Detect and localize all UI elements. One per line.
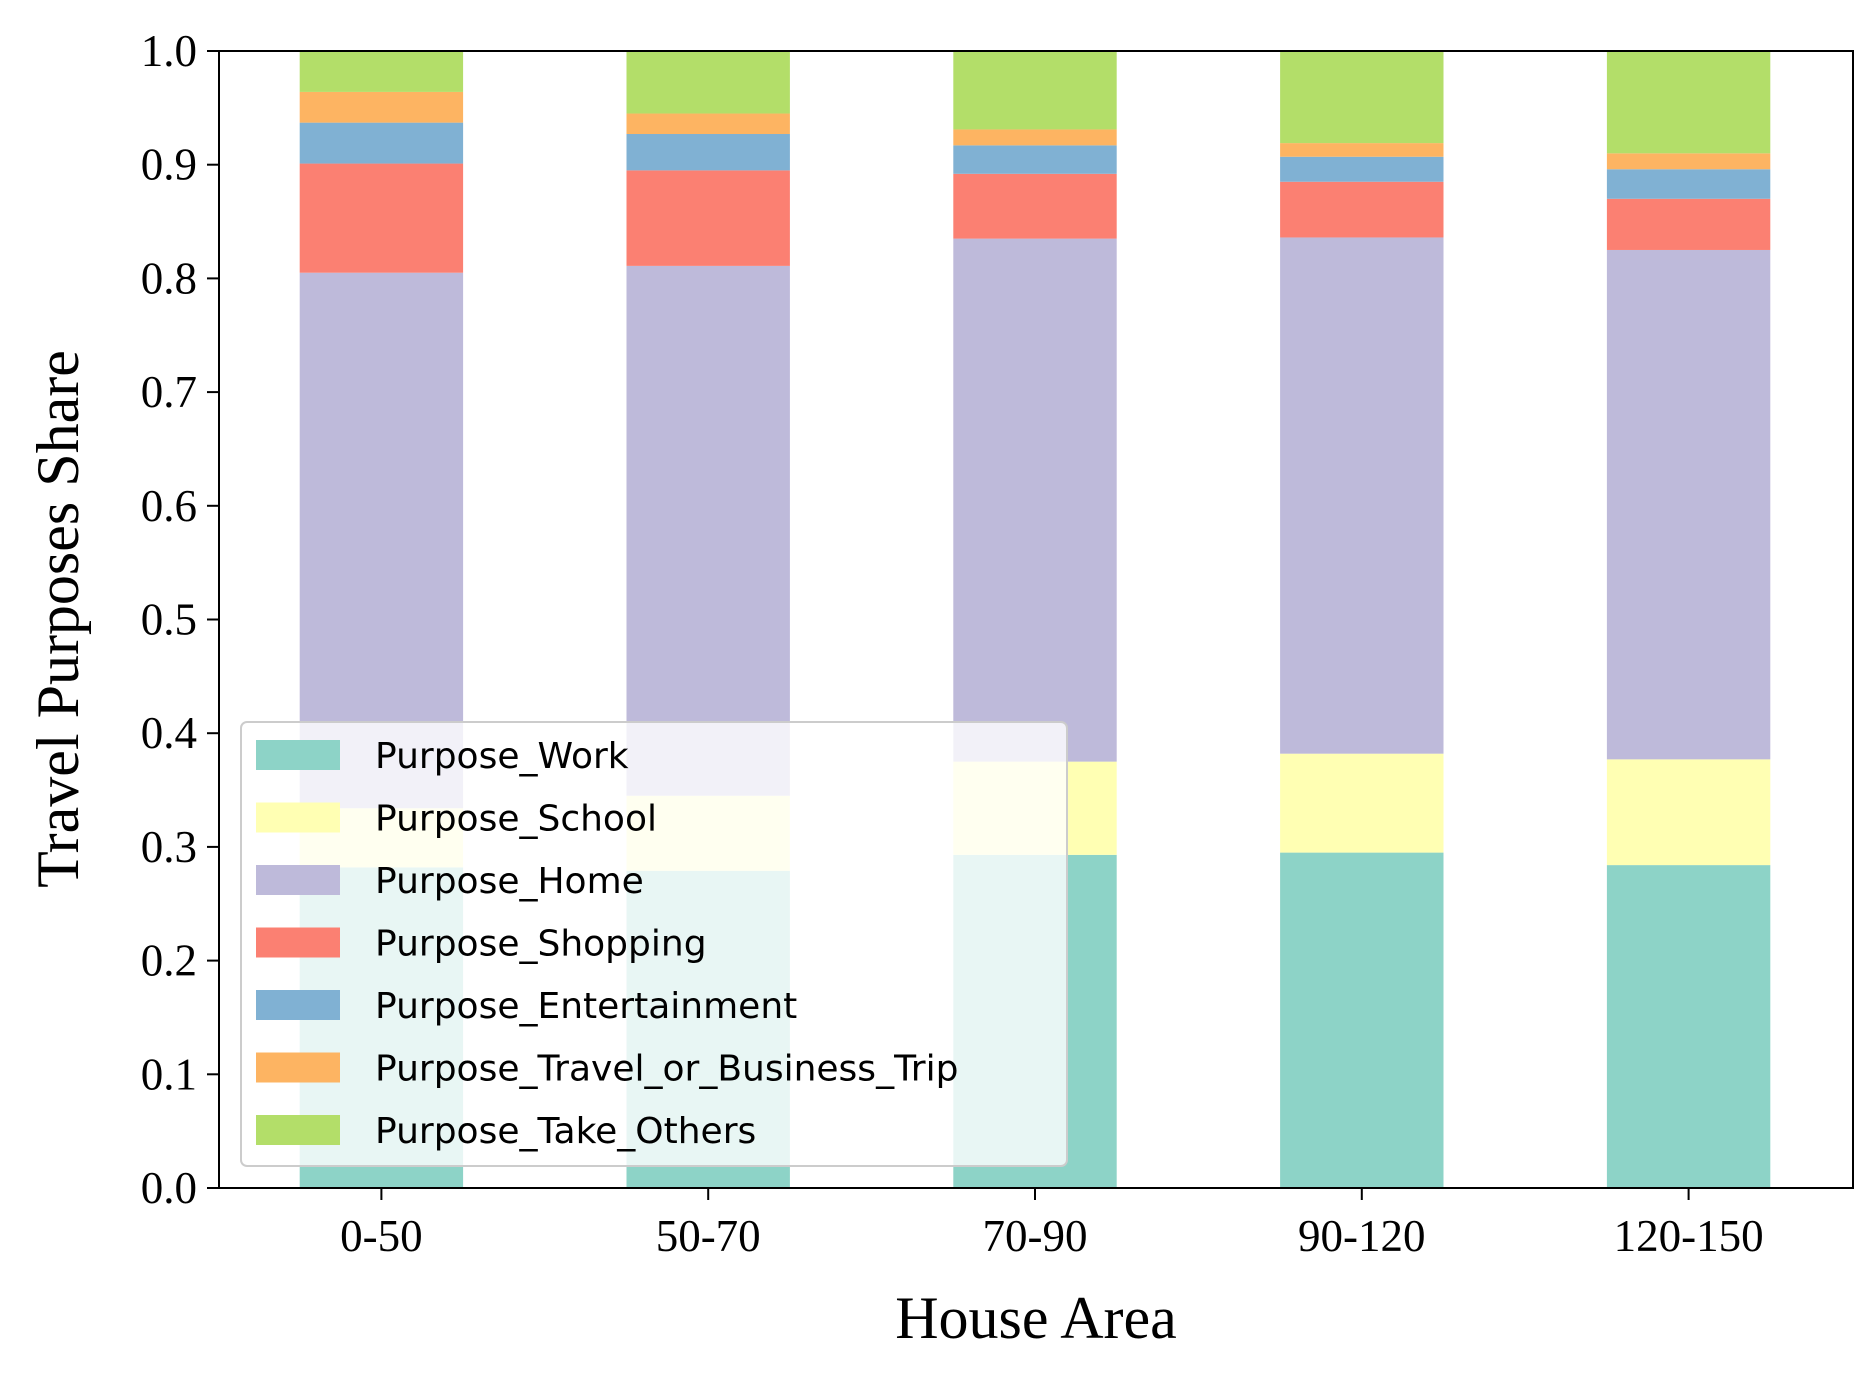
- bar-segment: [1280, 237, 1444, 754]
- x-tick-label: 50-70: [656, 1211, 761, 1261]
- bar-segment: [626, 134, 790, 171]
- bar-segment: [953, 129, 1117, 146]
- x-tick-label: 120-150: [1614, 1211, 1764, 1261]
- x-tick-label: 0-50: [340, 1211, 423, 1261]
- bar-segment: [299, 91, 464, 123]
- y-tick-label: 0.3: [141, 822, 197, 872]
- y-tick-label: 0.8: [141, 253, 197, 303]
- y-tick-label: 0.5: [141, 595, 197, 645]
- bar-segment: [1280, 181, 1444, 238]
- legend-box: [240, 721, 1068, 1167]
- bar-segment: [1606, 249, 1771, 760]
- bar-segment: [1280, 156, 1444, 182]
- legend-entry-label: Purpose_School: [375, 799, 657, 840]
- x-axis-label: House Area: [895, 1285, 1177, 1351]
- bar-segment: [1606, 51, 1771, 154]
- y-tick-label: 0.7: [141, 367, 197, 417]
- legend-entry-label: Purpose_Travel_or_Business_Trip: [375, 1049, 958, 1090]
- bar-segment: [1606, 865, 1771, 1188]
- y-tick-label: 0.6: [141, 481, 197, 531]
- bar-segment: [299, 51, 464, 92]
- bar-segment: [953, 173, 1117, 239]
- x-tick-label: 70-90: [983, 1211, 1088, 1261]
- legend-swatch: [256, 740, 340, 770]
- bar-segment: [1280, 143, 1444, 157]
- legend-entry-label: Purpose_Work: [375, 736, 629, 777]
- legend-swatch: [256, 1052, 340, 1083]
- legend-entry-label: Purpose_Take_Others: [375, 1111, 756, 1152]
- bar-segment: [1606, 153, 1771, 170]
- legend-swatch: [256, 1115, 340, 1145]
- bar-segment: [626, 170, 790, 266]
- x-tick-label: 90-120: [1298, 1211, 1426, 1261]
- bar-segment: [953, 51, 1117, 130]
- y-tick-label: 0.9: [141, 140, 197, 190]
- legend: Purpose_Work Purpose_School Purpose_Home Pu…: [240, 721, 1068, 1167]
- bar-segment: [1280, 852, 1444, 1188]
- bar-segment: [1280, 51, 1444, 144]
- bar-segment: [1280, 753, 1444, 853]
- bar-segment: [1606, 759, 1771, 866]
- legend-swatch: [256, 802, 340, 833]
- y-tick-label: 0.4: [141, 708, 197, 758]
- bar-segment: [1606, 169, 1771, 199]
- legend-entry-label: Purpose_Shopping: [375, 924, 707, 965]
- bar-segment: [299, 272, 464, 809]
- bar-segment: [953, 145, 1117, 174]
- bar-segment: [626, 51, 790, 114]
- y-tick-label: 0.2: [141, 936, 197, 986]
- bar-segment: [626, 265, 790, 796]
- y-tick-label: 1.0: [141, 26, 197, 76]
- legend-swatch: [256, 865, 340, 895]
- bar-segment: [953, 238, 1117, 762]
- legend-swatch: [256, 990, 340, 1020]
- bar-segment: [1606, 198, 1771, 250]
- y-axis-label: Travel Purposes Share: [25, 350, 91, 888]
- legend-entry-label: Purpose_Home: [375, 861, 644, 902]
- legend-swatch: [256, 927, 340, 958]
- y-tick-label: 0.1: [141, 1049, 197, 1099]
- bar-segment: [626, 113, 790, 134]
- x-axis: 0-50 50-70 70-90 90-120 120-150: [340, 1188, 1764, 1261]
- bar-segment: [299, 163, 464, 273]
- bar-segment: [299, 122, 464, 164]
- y-axis: 0.0 0.1 0.2 0.3 0.4 0.5 0.6 0.7 0.8 0.9 1.0: [141, 26, 219, 1213]
- legend-entry-label: Purpose_Entertainment: [375, 986, 797, 1027]
- y-tick-label: 0.0: [141, 1163, 197, 1213]
